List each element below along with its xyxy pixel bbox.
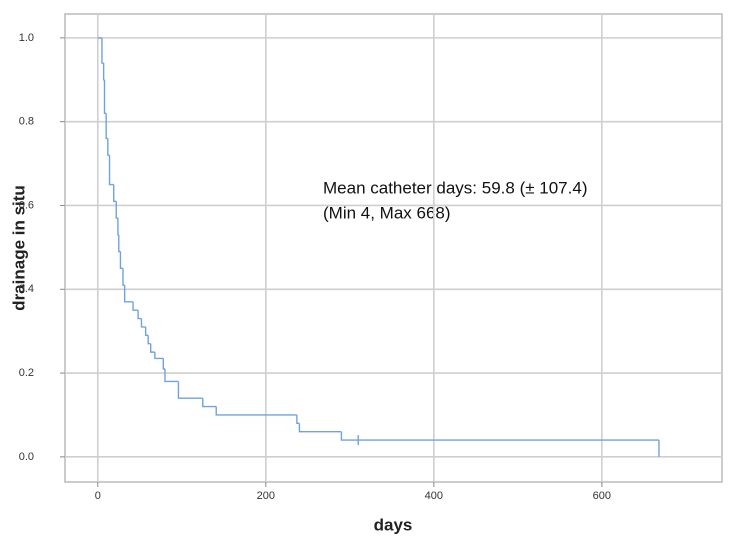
x-axis-label: days: [374, 515, 413, 534]
step-segment: [107, 138, 110, 156]
y-tick-label: 0.2: [19, 367, 34, 379]
step-segment: [149, 343, 155, 353]
step-segment: [132, 301, 139, 311]
step-segment: [108, 155, 114, 186]
y-tick-label: 1.0: [19, 32, 34, 44]
plot-frame: [64, 13, 723, 483]
step-segment: [137, 310, 142, 320]
step-segment: [147, 335, 151, 345]
y-tick-label: 0.6: [19, 199, 34, 211]
step-segment: [296, 414, 300, 425]
step-segment: [123, 285, 134, 303]
y-tick-label: 0.8: [19, 116, 34, 128]
step-segment: [117, 218, 119, 236]
y-tick-label: 0.0: [19, 451, 34, 463]
step-segment: [164, 368, 179, 383]
x-tick-label: 0: [95, 490, 101, 502]
x-tick-label: 600: [593, 490, 611, 502]
step-segment: [340, 431, 659, 441]
step-segment: [177, 381, 203, 399]
step-segment: [202, 398, 217, 408]
y-tick-label: 0.4: [19, 283, 34, 295]
step-segment: [118, 234, 121, 253]
step-segment: [154, 352, 164, 360]
step-segment: [103, 79, 107, 114]
step-segment: [298, 423, 342, 433]
step-segment: [144, 326, 149, 337]
step-segment: [215, 406, 297, 416]
step-segment: [119, 251, 123, 270]
step-segment: [140, 318, 146, 328]
step-segment: [113, 184, 117, 202]
annotation: Mean catheter days: 59.8 (± 107.4): [323, 178, 587, 197]
annotation: (Min 4, Max 668): [323, 203, 451, 222]
x-tick-label: 400: [425, 490, 443, 502]
y-axis-label: drainage in situ: [9, 185, 28, 311]
x-tick-label: 200: [257, 490, 275, 502]
